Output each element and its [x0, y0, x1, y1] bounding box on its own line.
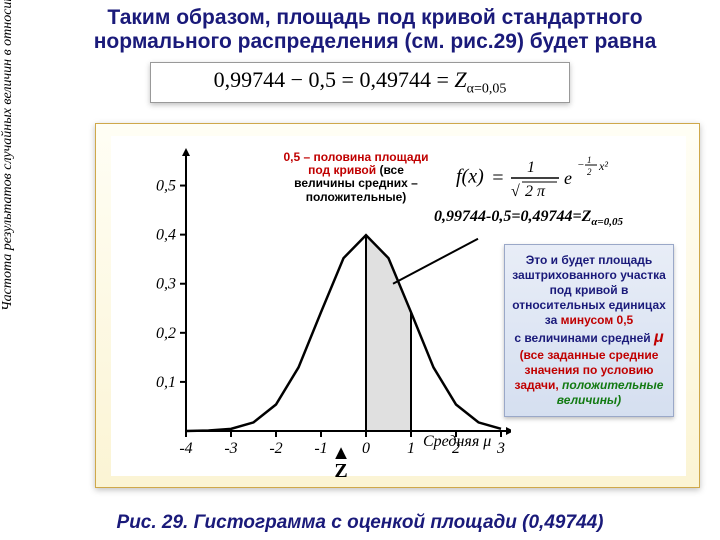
svg-text:0,5: 0,5 [156, 178, 176, 195]
top-equation: 0,99744 − 0,5 = 0,49744 = Zα=0,05 [150, 62, 570, 102]
svg-text:0: 0 [362, 440, 370, 457]
figure-panel: Частота результатов случайных величин в … [95, 123, 700, 488]
svg-text:2 π: 2 π [525, 183, 546, 200]
svg-text:1: 1 [587, 155, 592, 165]
svg-text:-2: -2 [269, 440, 282, 457]
svg-text:√: √ [511, 183, 520, 200]
svg-text:-3: -3 [224, 440, 237, 457]
z-marker: ▲ Z [321, 446, 361, 483]
z-letter: Z [321, 460, 361, 483]
up-arrow-icon: ▲ [321, 446, 361, 460]
eq-sub: α=0,05 [467, 82, 507, 97]
svg-text:0,3: 0,3 [156, 276, 176, 293]
svg-text:−: − [577, 159, 584, 171]
figure-caption: Рис. 29. Гистограмма с оценкой площади (… [0, 512, 720, 534]
svg-text:e: e [564, 168, 572, 188]
svg-text:0,1: 0,1 [156, 374, 176, 391]
svg-text:3: 3 [496, 440, 505, 457]
normal-curve-chart: -4-3-2-101230,10,20,30,40,5 [131, 141, 511, 461]
svg-text:x²: x² [598, 159, 608, 173]
svg-text:0,2: 0,2 [156, 325, 176, 342]
svg-text:0,4: 0,4 [156, 227, 176, 244]
x-axis-label: Средняя μ [423, 433, 491, 451]
svg-text:-4: -4 [179, 440, 192, 457]
slide-title: Таким образом, площадь под кривой станда… [0, 0, 720, 58]
eq-lhs: 0,99744 − 0,5 = 0,49744 = [214, 67, 455, 92]
explanation-callout: Это и будет площадь заштрихованного учас… [504, 244, 674, 417]
eq-z: Z [454, 67, 466, 92]
svg-text:2: 2 [587, 167, 592, 177]
svg-text:1: 1 [407, 440, 415, 457]
svg-text:1: 1 [527, 159, 535, 176]
chart-area: Частота результатов случайных величин в … [111, 136, 686, 476]
